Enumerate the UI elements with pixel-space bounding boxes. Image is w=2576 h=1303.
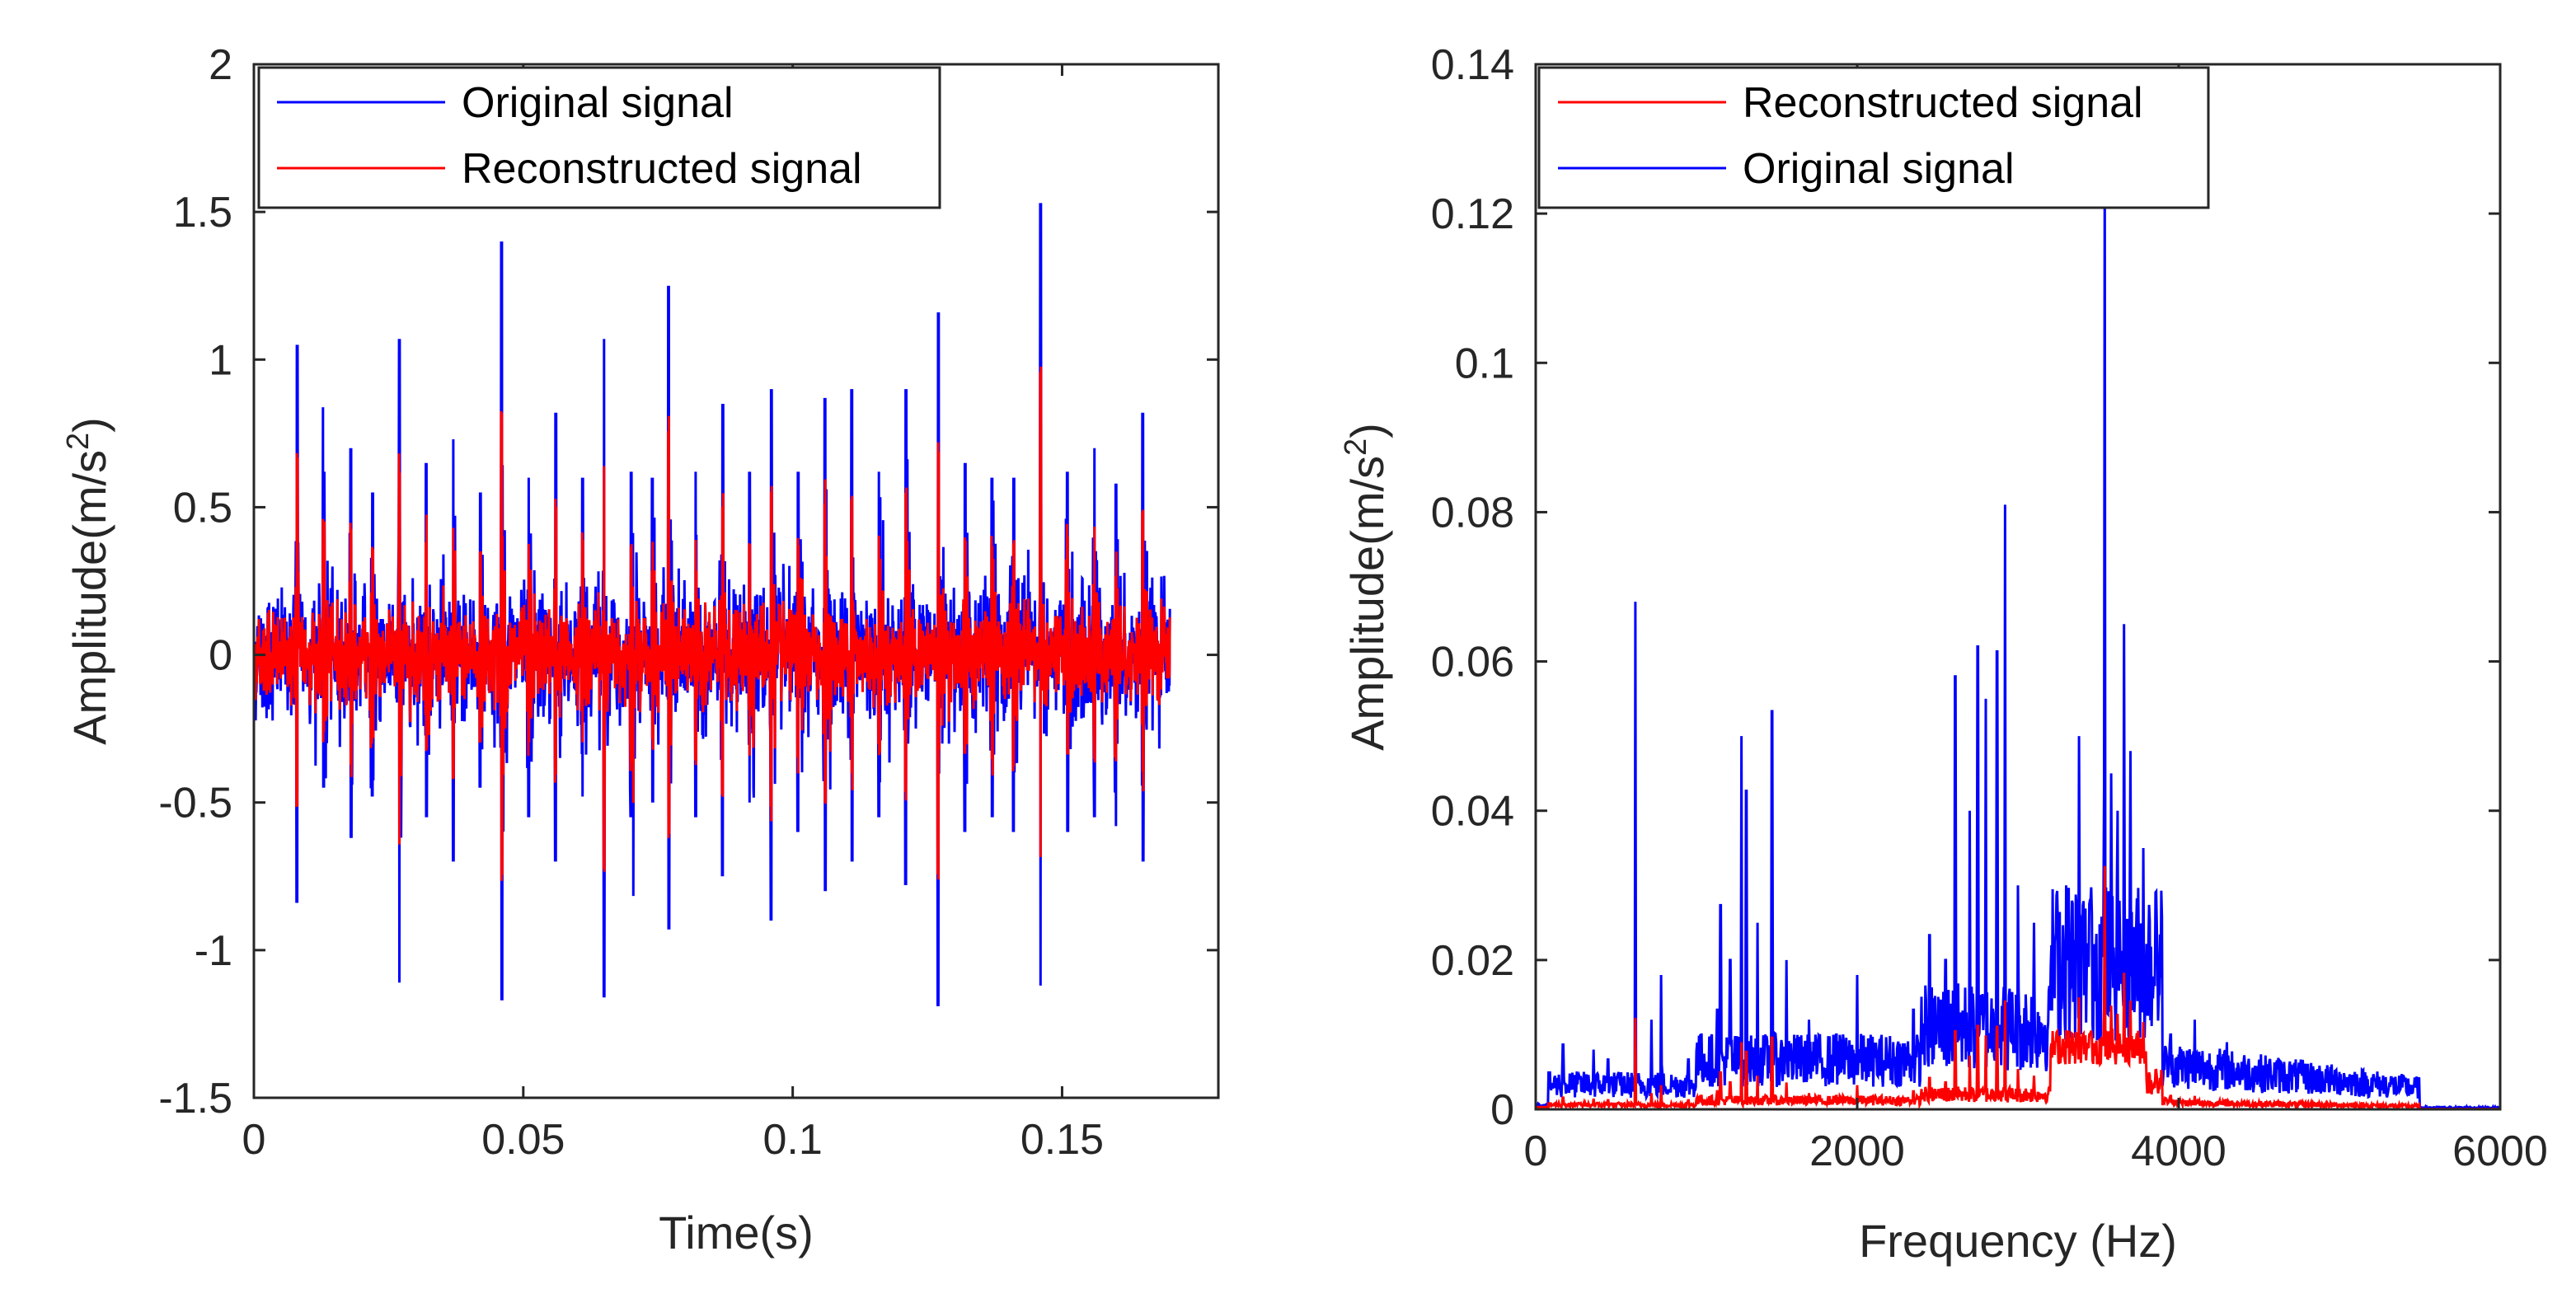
y-tick-label: -0.5 <box>158 780 232 827</box>
y-tick-label: -1.5 <box>158 1075 232 1123</box>
x-tick-label: 0.15 <box>1021 1116 1104 1164</box>
y-tick-label: 0 <box>209 632 232 680</box>
y-tick-label: 0.06 <box>1431 639 1514 687</box>
y-tick-label: 0.1 <box>1455 340 1514 387</box>
x-tick-label: 6000 <box>2452 1127 2548 1175</box>
x-tick-label: 0 <box>1524 1127 1548 1175</box>
x-tick-label: 0 <box>242 1116 266 1164</box>
x-axis-label-time: Time(s) <box>659 1207 814 1258</box>
y-axis-label-left: Amplitude(m/s2) <box>61 417 115 745</box>
original-spectrum-line <box>1536 138 2500 1109</box>
x-tick-label: 4000 <box>2131 1127 2226 1175</box>
y-tick-label: 0.04 <box>1431 788 1514 836</box>
y-tick-label: -1 <box>195 927 232 975</box>
x-axis-label-frequency: Frequency (Hz) <box>1859 1215 2177 1267</box>
frequency-domain-panel: 0 2000 4000 6000 0 0.02 0.04 0.06 0.08 0.1 0.12 0.1… <box>1339 41 2548 1267</box>
y-tick-label: 0.08 <box>1431 489 1514 537</box>
y-tick-label: 1 <box>209 336 232 384</box>
y-tick-label: 0 <box>1490 1086 1514 1134</box>
legend-right: Reconstructed signal Original signal <box>1537 66 2210 209</box>
y-tick-label: 0.14 <box>1431 41 1514 89</box>
y-tick-label: 0.02 <box>1431 937 1514 985</box>
legend-label-original: Original signal <box>462 79 734 127</box>
x-tick-label: 0.1 <box>762 1116 822 1164</box>
plot-frame-left <box>252 63 1220 1099</box>
legend-label-reconstructed: Reconstructed signal <box>462 145 862 193</box>
reconstructed-signal-line <box>254 366 1171 881</box>
y-axis-label-right: Amplitude(m/s2) <box>1339 423 1393 751</box>
time-domain-panel: 0 0.05 0.1 0.15-1.5-1-0.500.511.52 Time(s) … <box>61 41 1220 1258</box>
reconstructed-spectrum-line <box>1536 865 2500 1109</box>
legend-label-reconstructed: Reconstructed signal <box>1743 79 2143 127</box>
x-tick-label: 0.05 <box>481 1116 565 1164</box>
y-tick-label: 0.5 <box>173 484 232 532</box>
x-tick-label: 2000 <box>1809 1127 1905 1175</box>
y-tick-label: 1.5 <box>173 189 232 237</box>
plot-frame-right <box>1534 63 2502 1111</box>
legend-left: Original signal Reconstructed signal <box>257 66 941 209</box>
y-tick-label: 0.12 <box>1431 190 1514 238</box>
legend-label-original: Original signal <box>1743 145 2015 193</box>
y-tick-label: 2 <box>209 41 232 89</box>
